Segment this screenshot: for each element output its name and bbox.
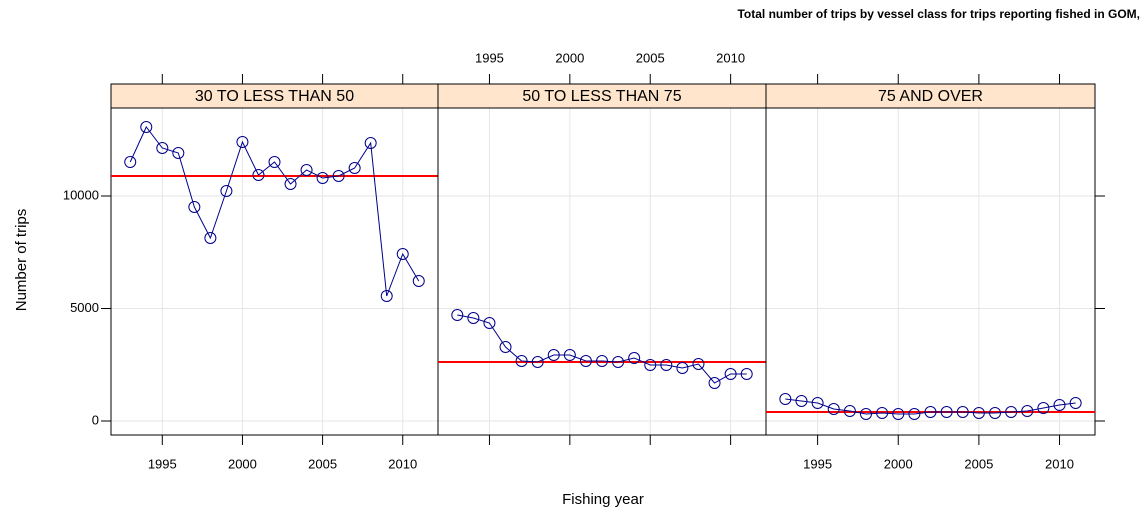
point [692,358,705,371]
panel-title: 50 TO LESS THAN 75 [522,88,681,105]
point [412,275,425,288]
point [708,377,721,390]
x-tick-label: 1995 [803,456,832,471]
point [300,163,313,176]
x-tick-label: 2000 [884,456,913,471]
strip [765,83,1096,109]
series-line [785,398,1076,415]
point [348,162,361,175]
point [1037,401,1050,414]
point [1005,406,1018,419]
x-tick-label: 2000 [228,456,257,471]
point [612,356,625,369]
point [843,405,856,418]
panel-title: 30 TO LESS THAN 50 [195,88,354,105]
x-tick-label: 2010 [716,50,745,65]
point [284,178,297,191]
point [596,354,608,367]
panel-frame [110,107,439,436]
point [499,341,512,354]
point [467,311,480,324]
point [779,392,792,405]
x-tick-label: 2005 [636,50,665,65]
x-tick-label: 2005 [308,456,337,471]
point [268,156,281,169]
point [252,169,265,182]
point [332,169,345,182]
point [140,120,153,133]
point [827,403,840,416]
point [1053,399,1066,412]
point [579,354,592,367]
point [1021,405,1034,418]
point [124,156,137,169]
series-line [129,126,420,297]
y-tick-label: 10000 [63,187,99,202]
point [531,356,544,369]
point [172,147,185,160]
point [740,368,753,381]
point [396,248,409,261]
x-tick-label: 2010 [388,456,417,471]
point [940,406,953,419]
series-line [457,314,747,384]
y-tick-label: 0 [92,412,99,427]
point [724,368,737,381]
point [972,406,985,419]
x-tick-label: 2005 [964,456,993,471]
x-tick-label: 2010 [1045,456,1074,471]
point [188,201,201,214]
point [380,289,393,302]
panel-frame [437,107,767,436]
point [811,397,824,410]
point [547,349,560,362]
point [236,135,249,148]
point [644,359,657,372]
panel-frame [765,107,1096,436]
y-axis-label: Number of trips [13,209,30,312]
point [676,361,689,374]
point [859,408,872,421]
x-tick-label: 1995 [148,456,177,471]
point [892,408,905,421]
point [1069,397,1082,410]
point [483,316,496,329]
point [795,395,808,408]
y-tick-label: 5000 [70,300,99,315]
point [316,171,329,184]
x-axis-label: Fishing year [562,491,644,508]
x-tick-label: 1995 [475,50,504,65]
point [204,232,217,245]
point [908,408,921,421]
point [563,349,576,362]
point [628,352,641,365]
x-tick-label: 2000 [555,50,584,65]
point [156,142,169,155]
point [876,406,889,419]
chart-title: Total number of trips by vessel class fo… [737,7,1140,21]
point [660,359,673,372]
point [924,406,937,419]
point [956,406,969,419]
point [364,136,377,149]
point [220,185,233,198]
point [451,309,464,322]
point [989,406,1002,419]
point [515,354,528,367]
panel-title: 75 AND OVER [878,88,983,105]
